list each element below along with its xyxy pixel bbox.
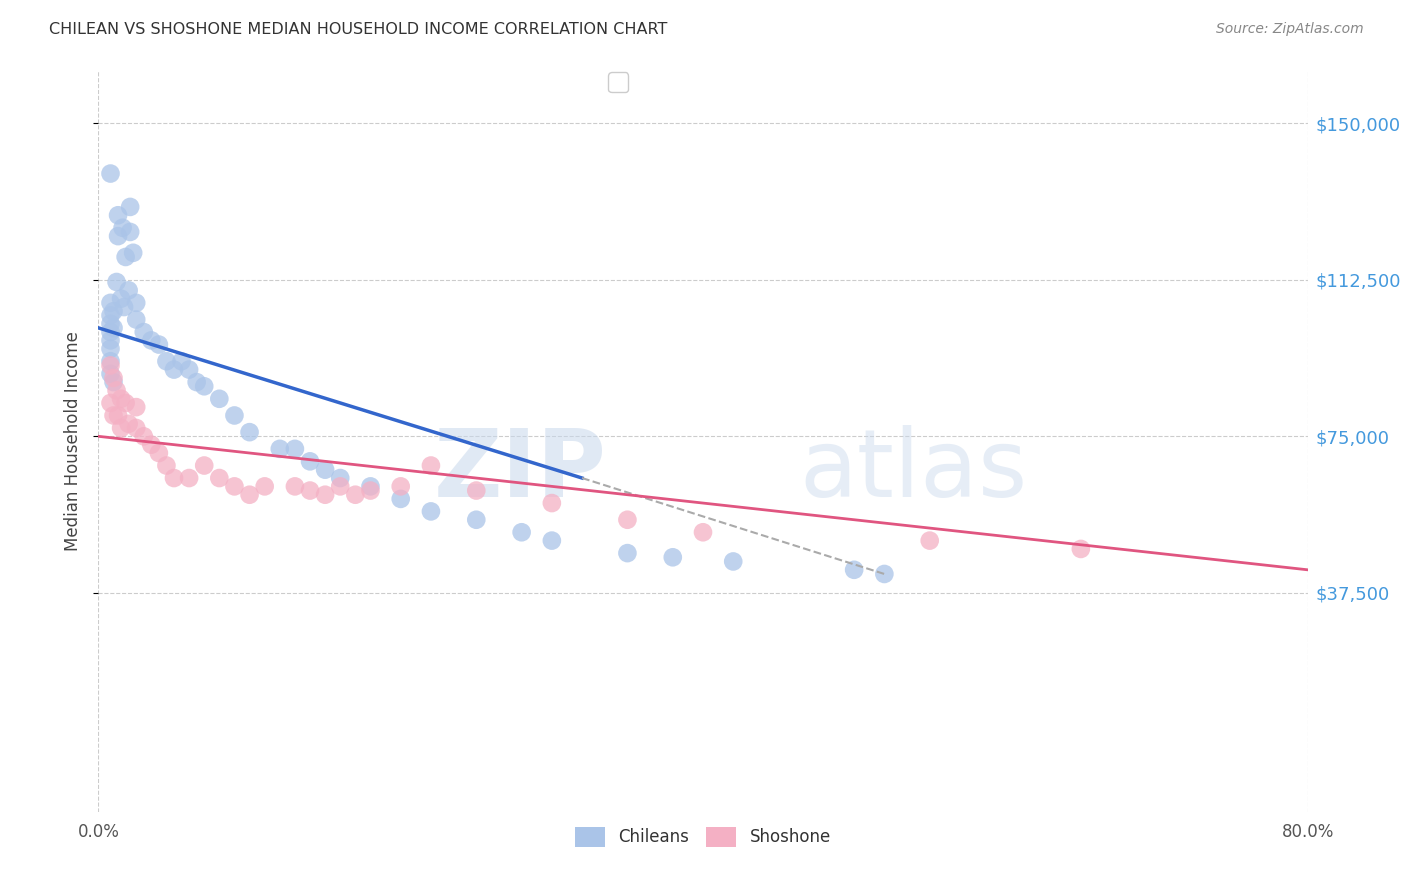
Point xyxy=(844,563,866,577)
Point xyxy=(284,479,307,493)
Point xyxy=(873,566,896,581)
Text: atlas: atlas xyxy=(800,425,1028,517)
Point xyxy=(107,208,129,222)
Point xyxy=(100,367,122,381)
Point xyxy=(269,442,291,456)
Point xyxy=(100,354,122,368)
Point xyxy=(122,245,145,260)
Point xyxy=(100,317,122,331)
Point xyxy=(1070,541,1092,556)
Point xyxy=(100,342,122,356)
Point xyxy=(224,409,246,423)
Point xyxy=(329,479,352,493)
Point xyxy=(100,396,122,410)
Point xyxy=(118,283,141,297)
Point xyxy=(132,325,155,339)
Point xyxy=(114,250,136,264)
Point xyxy=(389,491,412,506)
Point xyxy=(107,409,129,423)
Point xyxy=(103,321,125,335)
Point xyxy=(179,471,201,485)
Point xyxy=(208,471,231,485)
Point xyxy=(103,304,125,318)
Point xyxy=(141,438,163,452)
Point xyxy=(329,471,352,485)
Point xyxy=(100,296,122,310)
Point xyxy=(148,337,170,351)
Text: Source: ZipAtlas.com: Source: ZipAtlas.com xyxy=(1216,22,1364,37)
Point xyxy=(125,400,148,414)
Point xyxy=(299,483,322,498)
Point xyxy=(179,362,201,376)
Point xyxy=(314,463,336,477)
Point xyxy=(148,446,170,460)
Point xyxy=(125,312,148,326)
Point xyxy=(510,525,533,540)
Point xyxy=(465,483,488,498)
Point xyxy=(105,384,128,398)
Point xyxy=(125,421,148,435)
Point xyxy=(616,546,638,560)
Point xyxy=(100,167,122,181)
Point xyxy=(155,458,177,473)
Point xyxy=(125,296,148,310)
Point xyxy=(208,392,231,406)
Point xyxy=(132,429,155,443)
Point xyxy=(616,513,638,527)
Point xyxy=(110,392,132,406)
Point xyxy=(389,479,412,493)
Point xyxy=(170,354,193,368)
Point xyxy=(163,471,186,485)
Point xyxy=(661,550,683,565)
Point xyxy=(114,396,136,410)
Point xyxy=(100,359,122,373)
Point xyxy=(186,375,208,389)
Point xyxy=(110,292,132,306)
Point xyxy=(314,488,336,502)
Point xyxy=(103,375,125,389)
Point xyxy=(193,458,215,473)
Point xyxy=(360,483,382,498)
Point xyxy=(253,479,276,493)
Point xyxy=(723,554,745,568)
Point xyxy=(103,371,125,385)
Point xyxy=(239,425,262,439)
Point xyxy=(360,479,382,493)
Point xyxy=(344,488,367,502)
Point xyxy=(103,409,125,423)
Point xyxy=(692,525,714,540)
Point xyxy=(224,479,246,493)
Point xyxy=(465,513,488,527)
Point xyxy=(100,334,122,348)
Point xyxy=(118,417,141,431)
Point xyxy=(105,275,128,289)
Point xyxy=(120,200,142,214)
Y-axis label: Median Household Income: Median Household Income xyxy=(65,332,83,551)
Point xyxy=(112,300,135,314)
Point xyxy=(107,229,129,244)
Point xyxy=(193,379,215,393)
Point xyxy=(110,421,132,435)
Point xyxy=(540,533,562,548)
Point xyxy=(120,225,142,239)
Point xyxy=(540,496,562,510)
Point xyxy=(163,362,186,376)
Point xyxy=(111,220,134,235)
Point xyxy=(918,533,941,548)
Text: ZIP: ZIP xyxy=(433,425,606,517)
Point xyxy=(284,442,307,456)
Point xyxy=(100,309,122,323)
Point xyxy=(100,325,122,339)
Point xyxy=(141,334,163,348)
Text: CHILEAN VS SHOSHONE MEDIAN HOUSEHOLD INCOME CORRELATION CHART: CHILEAN VS SHOSHONE MEDIAN HOUSEHOLD INC… xyxy=(49,22,668,37)
Point xyxy=(239,488,262,502)
Legend: Chileans, Shoshone: Chileans, Shoshone xyxy=(567,818,839,855)
Point xyxy=(420,504,443,518)
Point xyxy=(420,458,443,473)
Point xyxy=(155,354,177,368)
Point xyxy=(299,454,322,468)
